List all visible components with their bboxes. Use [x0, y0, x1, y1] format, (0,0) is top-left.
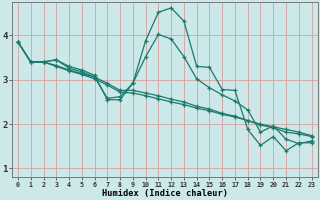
- X-axis label: Humidex (Indice chaleur): Humidex (Indice chaleur): [102, 189, 228, 198]
